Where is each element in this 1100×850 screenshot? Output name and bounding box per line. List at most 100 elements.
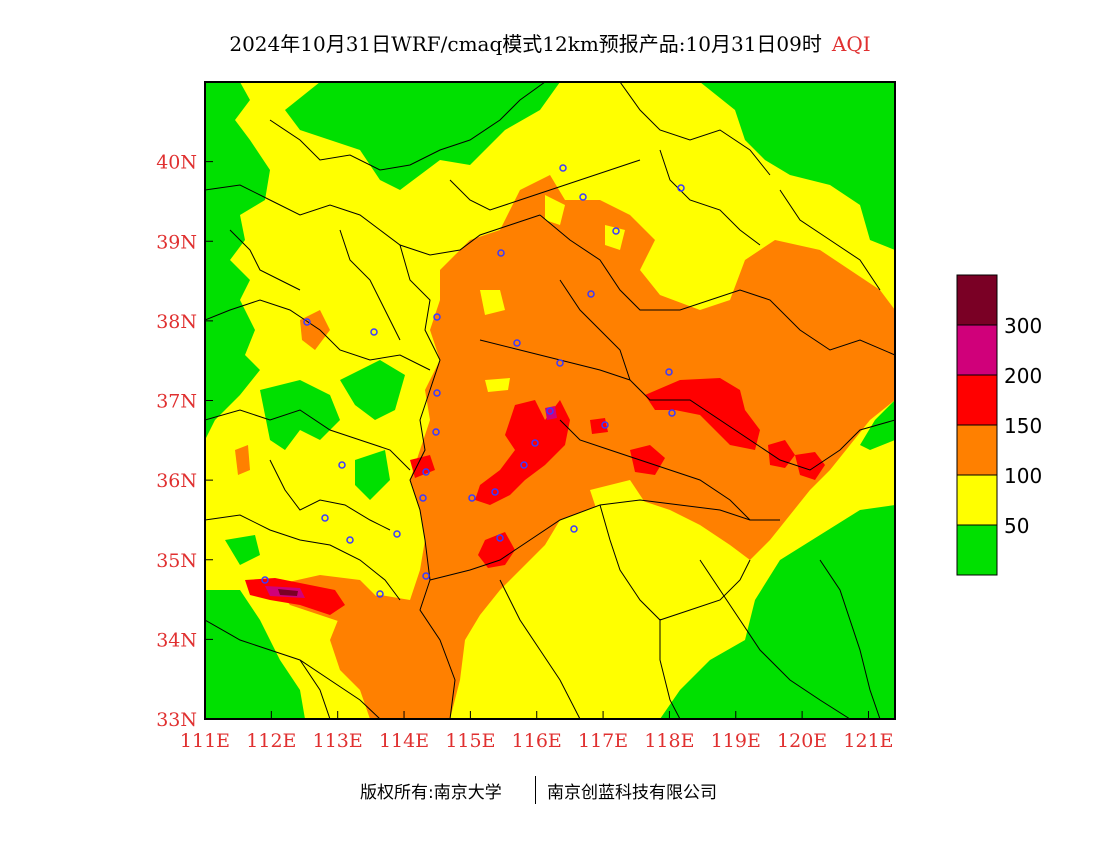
aqi-zone-usg-main bbox=[330, 175, 895, 719]
city-marker bbox=[393, 530, 401, 538]
x-axis: 111E 112E 113E 114E 115E 116E 117E 118E 119E 120E… bbox=[180, 711, 894, 752]
legend-swatch-hazardous bbox=[957, 275, 997, 325]
city-marker bbox=[261, 576, 269, 584]
city-marker bbox=[432, 428, 440, 436]
aqi-zone-good-center-west bbox=[355, 450, 390, 500]
y-tick-label: 34N bbox=[156, 629, 197, 651]
city-marker bbox=[587, 290, 595, 298]
y-tick-label: 37N bbox=[156, 391, 197, 413]
city-marker bbox=[497, 249, 505, 257]
copyright-text: 版权所有:南京大学 bbox=[360, 783, 502, 803]
aqi-field bbox=[205, 82, 895, 719]
map-title: 2024年10月31日WRF/cmaq模式12km预报产品:10月31日09时 A… bbox=[0, 28, 1100, 57]
aqi-zone-usg-small-west bbox=[235, 445, 250, 475]
legend-swatch-very-unhealthy bbox=[957, 325, 997, 375]
city-marker bbox=[556, 359, 564, 367]
city-marker bbox=[346, 536, 354, 544]
boundary-lines bbox=[205, 82, 895, 719]
x-tick-label: 119E bbox=[711, 730, 761, 752]
aqi-zone-unhealthy-east-blob3 bbox=[795, 452, 825, 480]
legend-swatch-good bbox=[957, 525, 997, 575]
x-tick-label: 121E bbox=[843, 730, 893, 752]
aqi-zone-hazardous-west bbox=[278, 589, 298, 596]
title-main: 2024年10月31日WRF/cmaq模式12km预报产品:10月31日09时 bbox=[229, 32, 822, 56]
city-marker bbox=[601, 421, 609, 429]
footer-separator bbox=[535, 776, 536, 804]
city-marker bbox=[677, 184, 685, 192]
aqi-zone-good-north bbox=[285, 82, 560, 190]
x-tick-label: 114E bbox=[379, 730, 429, 752]
y-tick-label: 38N bbox=[156, 311, 197, 333]
aqi-zone-unhealthy-east-blob1 bbox=[630, 445, 665, 475]
aqi-zone-unhealthy-south-blob bbox=[478, 532, 515, 568]
aqi-zone-good-northeast bbox=[700, 82, 895, 250]
y-tick-label: 39N bbox=[156, 231, 197, 253]
aqi-zone-moderate-hole1 bbox=[545, 195, 565, 225]
legend-swatch-moderate bbox=[957, 475, 997, 525]
city-marker bbox=[546, 407, 554, 415]
aqi-zone-unhealthy-central-belt bbox=[475, 400, 570, 505]
y-tick-label: 36N bbox=[156, 470, 197, 492]
aqi-zone-usg-south bbox=[380, 640, 430, 719]
company-text: 南京创蓝科技有限公司 bbox=[547, 783, 717, 803]
aqi-zone-unhealthy-east-belt bbox=[645, 378, 760, 450]
legend-label-100: 100 bbox=[1004, 464, 1042, 488]
legend-label-300: 300 bbox=[1004, 314, 1042, 338]
x-tick-label: 117E bbox=[578, 730, 628, 752]
y-tick-label: 35N bbox=[156, 550, 197, 572]
city-marker bbox=[579, 193, 587, 201]
legend-label-150: 150 bbox=[1004, 414, 1042, 438]
legend-label-50: 50 bbox=[1004, 514, 1029, 538]
aqi-zone-usg-northwest-spot bbox=[300, 310, 330, 350]
city-marker bbox=[422, 468, 430, 476]
city-marker bbox=[570, 525, 578, 533]
aqi-zone-unhealthy-small1 bbox=[590, 418, 608, 434]
city-marker bbox=[665, 368, 673, 376]
city-marker bbox=[496, 534, 504, 542]
x-tick-label: 116E bbox=[512, 730, 562, 752]
city-marker bbox=[376, 590, 384, 598]
city-marker bbox=[520, 461, 528, 469]
color-legend: 300 200 150 100 50 bbox=[956, 274, 1042, 576]
aqi-zone-good-southwest2 bbox=[225, 535, 260, 565]
legend-swatch-usg bbox=[957, 425, 997, 475]
city-markers bbox=[261, 164, 685, 598]
x-tick-label: 115E bbox=[445, 730, 495, 752]
aqi-zone-unhealthy-east-blob2 bbox=[768, 440, 795, 468]
aqi-zone-moderate-hole4 bbox=[590, 480, 650, 530]
aqi-zone-good-northwest bbox=[205, 82, 270, 440]
aqi-zone-moderate-hole5 bbox=[485, 378, 510, 392]
city-marker bbox=[422, 572, 430, 580]
city-marker bbox=[433, 313, 441, 321]
city-marker bbox=[433, 389, 441, 397]
city-marker bbox=[491, 488, 499, 496]
aqi-zone-good-southwest bbox=[205, 590, 305, 719]
aqi-zone-good-west2 bbox=[340, 360, 405, 420]
x-tick-label: 113E bbox=[313, 730, 363, 752]
y-axis: 33N 34N 35N 36N 37N 38N 39N 40N bbox=[156, 152, 213, 731]
aqi-zone-moderate-hole2 bbox=[605, 225, 625, 250]
legend-dividers bbox=[957, 324, 997, 526]
aqi-zone-good-southeast bbox=[660, 505, 895, 719]
aqi-zone-good-west bbox=[260, 380, 340, 450]
city-marker bbox=[370, 328, 378, 336]
city-marker bbox=[338, 461, 346, 469]
x-tick-label: 120E bbox=[777, 730, 827, 752]
x-tick-label: 118E bbox=[644, 730, 694, 752]
legend-swatch-unhealthy bbox=[957, 375, 997, 425]
aqi-zone-moderate-hole3 bbox=[480, 290, 505, 315]
city-marker bbox=[321, 514, 329, 522]
city-marker bbox=[531, 439, 539, 447]
city-marker bbox=[668, 409, 676, 417]
city-marker bbox=[612, 227, 620, 235]
city-marker bbox=[419, 494, 427, 502]
y-tick-label: 40N bbox=[156, 152, 197, 174]
legend-label-200: 200 bbox=[1004, 364, 1042, 388]
city-marker bbox=[559, 164, 567, 172]
x-tick-label: 112E bbox=[246, 730, 296, 752]
city-marker bbox=[468, 494, 476, 502]
y-tick-label: 33N bbox=[156, 709, 197, 731]
city-marker bbox=[513, 339, 521, 347]
x-tick-label: 111E bbox=[180, 730, 230, 752]
